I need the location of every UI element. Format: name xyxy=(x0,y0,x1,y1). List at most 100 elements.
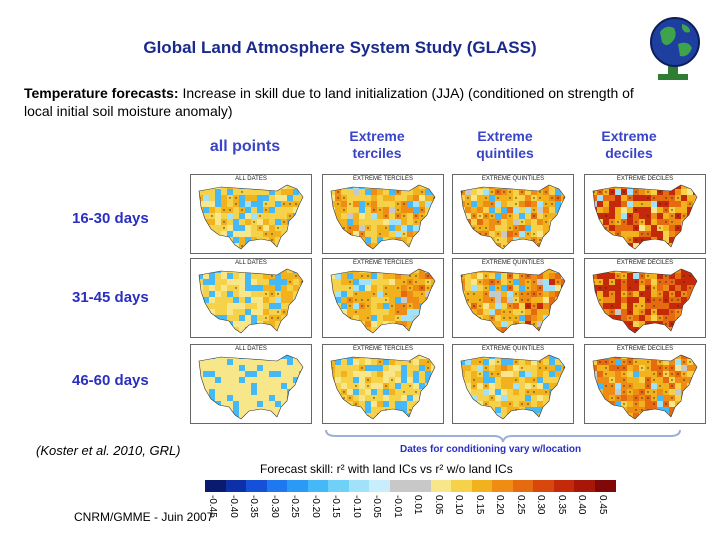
significance-dot xyxy=(265,203,267,205)
map-cell xyxy=(331,269,335,273)
significance-dot xyxy=(533,323,535,325)
map-cell xyxy=(425,315,431,321)
map-cell xyxy=(639,355,645,359)
significance-dot xyxy=(479,373,481,375)
map-cell xyxy=(389,201,395,207)
map-cell xyxy=(371,213,377,219)
significance-dot xyxy=(509,227,511,229)
significance-dot xyxy=(563,221,565,223)
significance-dot xyxy=(611,293,613,295)
significance-dot xyxy=(665,403,667,405)
map-cell xyxy=(693,371,697,377)
map-cell xyxy=(461,315,465,321)
map-cell xyxy=(567,413,573,419)
map-cell xyxy=(477,219,483,225)
significance-dot xyxy=(557,251,558,252)
map-cell xyxy=(501,279,507,285)
map-cell xyxy=(567,273,573,279)
map-cell xyxy=(293,303,299,309)
map-cell xyxy=(603,377,609,383)
map-cell xyxy=(371,365,377,371)
map-cell xyxy=(519,407,525,413)
map-cell xyxy=(555,395,561,401)
map-cell xyxy=(597,237,603,243)
map-cell xyxy=(687,309,693,315)
map-cell xyxy=(389,359,395,365)
map-cell xyxy=(627,189,633,195)
significance-dot xyxy=(599,227,601,229)
significance-dot xyxy=(379,361,381,363)
map-cell xyxy=(365,321,371,327)
significance-dot xyxy=(479,421,480,422)
map-cell xyxy=(245,303,251,309)
map-cell xyxy=(383,401,389,407)
map-cell xyxy=(609,273,615,279)
colorbar-swatch xyxy=(574,480,595,492)
significance-dot xyxy=(403,215,405,217)
significance-dot xyxy=(521,185,523,187)
map-cell xyxy=(483,243,489,249)
map-cell xyxy=(197,419,203,423)
map-cell xyxy=(203,327,209,333)
map-cell xyxy=(199,401,203,407)
significance-dot xyxy=(551,335,552,336)
map-cell xyxy=(633,365,639,371)
significance-dot xyxy=(695,323,697,325)
map-cell xyxy=(519,269,525,273)
map-cell xyxy=(597,327,603,333)
map-cell xyxy=(471,333,477,337)
map-cell xyxy=(531,201,537,207)
map-cell xyxy=(699,315,705,321)
map-cell xyxy=(639,285,645,291)
significance-dot xyxy=(695,269,697,271)
significance-dot xyxy=(659,367,661,369)
map-cell xyxy=(281,365,287,371)
significance-dot xyxy=(569,275,570,276)
significance-dot xyxy=(527,335,528,336)
significance-dot xyxy=(641,293,643,295)
map-cell xyxy=(501,231,507,237)
map-cell xyxy=(567,383,573,389)
significance-dot xyxy=(689,221,691,223)
map-cell xyxy=(465,371,471,377)
map-cell xyxy=(489,401,495,407)
map-cell xyxy=(489,389,495,395)
map-cell xyxy=(407,389,413,395)
map-cell xyxy=(331,285,335,291)
map-cell xyxy=(245,269,251,273)
map-cell xyxy=(263,355,269,359)
map-cell xyxy=(597,201,603,207)
map-cell xyxy=(197,333,203,337)
map-cell xyxy=(419,413,425,419)
map-cell xyxy=(257,321,263,327)
map-cell xyxy=(461,407,465,413)
significance-dot xyxy=(659,335,660,336)
map-cell xyxy=(371,321,377,327)
map-cell xyxy=(299,355,303,359)
map-cell xyxy=(269,395,275,401)
significance-dot xyxy=(241,209,243,211)
map-cell xyxy=(555,207,561,213)
map-cell xyxy=(543,273,549,279)
us-map xyxy=(197,354,304,423)
significance-dot xyxy=(593,355,595,357)
map-cell xyxy=(483,315,489,321)
map-cell xyxy=(669,185,675,189)
map-cell xyxy=(305,219,311,225)
map-cell xyxy=(281,327,287,333)
map-cell xyxy=(215,237,221,243)
map-cell xyxy=(507,201,513,207)
colorbar xyxy=(205,480,616,492)
map-cell xyxy=(377,315,383,321)
significance-dot xyxy=(599,323,601,325)
map-cell xyxy=(221,279,227,285)
map-cell xyxy=(281,195,287,201)
map-cell xyxy=(525,333,531,337)
map-cell xyxy=(199,309,203,315)
map-cell xyxy=(483,395,489,401)
significance-dot xyxy=(379,269,381,271)
map-cell xyxy=(495,407,501,413)
significance-dot xyxy=(367,275,369,277)
map-cell xyxy=(383,359,389,365)
map-cell xyxy=(257,413,263,419)
